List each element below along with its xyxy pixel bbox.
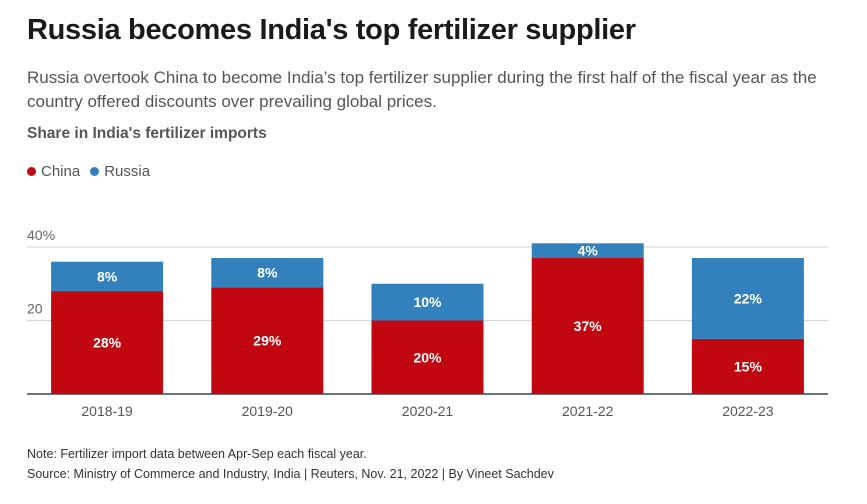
chart-plot: 20 40% 28% 8% 2018-19 29% 8% 2019-20 20% 10% 2020-… [27, 227, 828, 419]
source-credit: Source: Ministry of Commerce and Industr… [27, 467, 554, 481]
legend: China Russia [27, 163, 150, 180]
bar-russia [211, 258, 324, 288]
chart-subtitle: Russia overtook China to become India’s … [27, 68, 817, 111]
bar-russia [371, 283, 484, 321]
x-tick-label: 2021-22 [562, 403, 614, 419]
footnote: Note: Fertilizer import data between Apr… [27, 447, 367, 461]
legend-item-russia: Russia [90, 163, 150, 180]
chart-title: Russia becomes India's top fertilizer su… [27, 14, 636, 46]
data-label-russia: 8% [97, 268, 118, 284]
y-tick-label: 40% [27, 227, 55, 243]
bar-china [691, 338, 804, 394]
data-label-china: 29% [253, 333, 282, 349]
bar-china [51, 291, 164, 394]
bar-russia [51, 261, 164, 292]
data-label-china: 20% [413, 349, 442, 365]
chart-label: Share in India's fertilizer imports [27, 125, 267, 142]
legend-label-russia: Russia [104, 163, 151, 180]
legend-dot-russia [90, 167, 100, 176]
bar-china [211, 287, 324, 394]
data-label-china: 37% [574, 318, 603, 334]
data-label-russia: 22% [734, 290, 763, 306]
bar-russia [531, 243, 644, 259]
x-tick-label: 2019-20 [242, 403, 294, 419]
x-tick-label: 2020-21 [402, 403, 454, 419]
legend-label-china: China [41, 163, 81, 180]
data-label-russia: 10% [413, 294, 442, 310]
bar-russia [691, 258, 804, 339]
legend-dot-china [27, 167, 36, 176]
data-label-russia: 4% [578, 243, 599, 259]
data-label-china: 15% [734, 358, 763, 374]
x-tick-label: 2018-19 [81, 403, 133, 419]
data-label-russia: 8% [257, 265, 278, 281]
x-tick-label: 2022-23 [722, 403, 774, 419]
bar-china [531, 258, 644, 394]
data-label-china: 28% [93, 335, 122, 351]
bar-china [371, 320, 484, 394]
y-tick-label: 20 [27, 301, 43, 317]
legend-item-china: China [27, 163, 80, 180]
